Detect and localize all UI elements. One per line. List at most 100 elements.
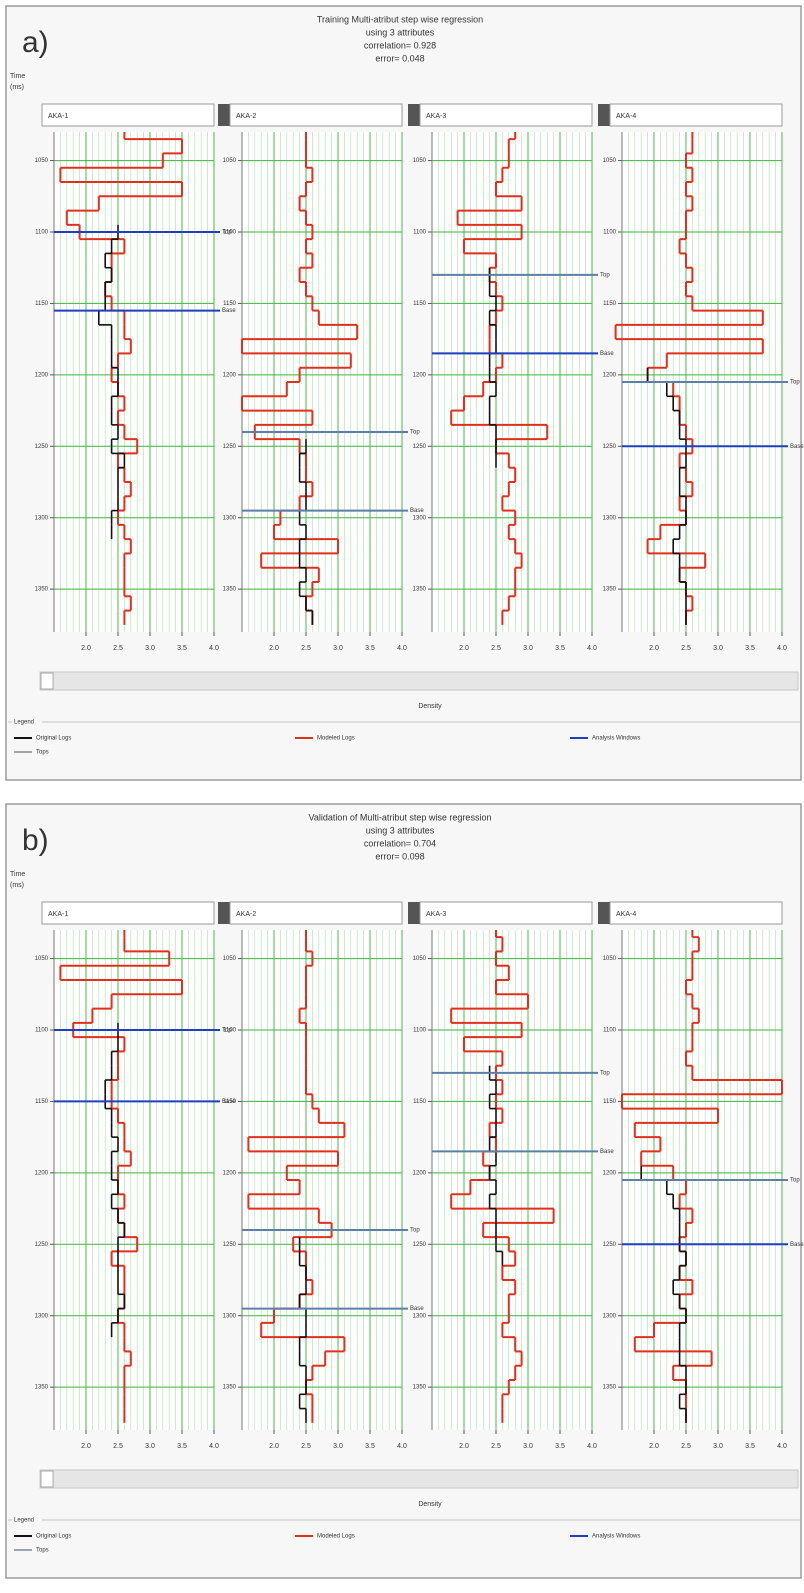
y-tick-label: 1100 [223, 1028, 237, 1034]
y-tick-label: 1100 [413, 230, 427, 236]
x-tick-label: 3.0 [145, 645, 155, 652]
y-tick-label: 1050 [603, 956, 617, 962]
legend-label: Tops [36, 750, 49, 756]
y-tick-label: 1150 [603, 301, 617, 307]
y-tick-label: 1250 [223, 1242, 237, 1248]
panel-label: a) [22, 26, 49, 59]
chart-title: using 3 attributes [366, 825, 435, 835]
x-tick-label: 3.0 [523, 645, 533, 652]
legend-label: Original Logs [36, 736, 71, 742]
y-tick-label: 1150 [35, 1099, 49, 1105]
x-tick-label: 2.5 [301, 645, 311, 652]
x-tick-label: 3.5 [365, 1443, 375, 1450]
x-tick-label: 3.0 [333, 645, 343, 652]
track-plot [242, 132, 402, 632]
y-tick-label: 1350 [223, 587, 237, 593]
y-tick-label: 1350 [413, 1385, 427, 1391]
x-tick-label: 3.0 [713, 1443, 723, 1450]
y-tick-label: 1300 [223, 515, 237, 521]
legend-label: Tops [36, 1548, 49, 1554]
x-axis-label: Density [418, 1501, 442, 1508]
x-tick-label: 4.0 [397, 645, 407, 652]
scrollbar-thumb[interactable] [40, 1470, 54, 1488]
horizon-label: Base [790, 1242, 804, 1248]
y-tick-label: 1100 [603, 230, 617, 236]
track-header [41, 901, 215, 925]
x-tick-label: 3.0 [145, 1443, 155, 1450]
legend-title-bg [12, 1515, 42, 1525]
chart-title: error= 0.098 [375, 851, 424, 861]
track-header [419, 901, 593, 925]
chart-title: Validation of Multi-atribut step wise re… [309, 812, 492, 822]
x-tick-label: 2.0 [81, 645, 91, 652]
y-tick-label: 1300 [223, 1313, 237, 1319]
horizon-label: Top [790, 380, 800, 386]
x-tick-label: 3.5 [177, 1443, 187, 1450]
legend-label: Modeled Logs [317, 736, 355, 742]
x-tick-label: 2.0 [269, 645, 279, 652]
y-tick-label: 1300 [413, 515, 427, 521]
horizon-label: Base [410, 1306, 424, 1312]
panel-b: b) Validation of Multi-atribut step wise … [5, 803, 804, 1579]
scrollbar-thumb[interactable] [40, 672, 54, 690]
y-tick-label: 1300 [35, 1313, 49, 1319]
track-header [41, 103, 215, 127]
legend-label: Modeled Logs [317, 1534, 355, 1540]
y-tick-label: 1050 [603, 158, 617, 164]
x-tick-label: 3.0 [333, 1443, 343, 1450]
y-tick-label: 1300 [413, 1313, 427, 1319]
x-axis-label: Density [418, 703, 442, 710]
track-plot [242, 930, 402, 1430]
x-tick-label: 2.0 [649, 645, 659, 652]
horizon-label: Top [222, 1028, 232, 1034]
y-tick-label: 1350 [35, 1385, 49, 1391]
legend-title: Legend [14, 720, 34, 726]
y-tick-label: 1050 [413, 158, 427, 164]
x-tick-label: 4.0 [587, 645, 597, 652]
y-tick-label: 1300 [35, 515, 49, 521]
horizon-label: Top [410, 1228, 420, 1234]
x-tick-label: 3.5 [177, 645, 187, 652]
y-tick-label: 1350 [35, 587, 49, 593]
x-tick-label: 4.0 [777, 1443, 787, 1450]
track-name: AKA-4 [616, 113, 636, 120]
track-plot [54, 132, 214, 632]
track-plot [432, 132, 592, 632]
y-axis-label: Time [10, 871, 25, 878]
horizon-label: Top [222, 230, 232, 236]
chart-title: Training Multi-atribut step wise regress… [317, 14, 483, 24]
y-tick-label: 1050 [35, 158, 49, 164]
y-tick-label: 1200 [223, 1170, 237, 1176]
y-tick-label: 1100 [223, 230, 237, 236]
track-header [419, 103, 593, 127]
y-tick-label: 1200 [603, 372, 617, 378]
y-axis-label: (ms) [10, 84, 24, 91]
x-tick-label: 2.5 [681, 645, 691, 652]
horizon-label: Top [790, 1178, 800, 1184]
horizon-label: Base [600, 1149, 614, 1155]
y-tick-label: 1150 [413, 1099, 427, 1105]
scrollbar[interactable] [39, 671, 799, 691]
y-tick-label: 1350 [223, 1385, 237, 1391]
track-name: AKA-4 [616, 911, 636, 918]
y-tick-label: 1150 [603, 1099, 617, 1105]
y-tick-label: 1250 [413, 444, 427, 450]
y-tick-label: 1050 [35, 956, 49, 962]
y-tick-label: 1350 [603, 587, 617, 593]
track-name: AKA-1 [48, 113, 68, 120]
scrollbar[interactable] [39, 1469, 799, 1489]
panel-a: a) Training Multi-atribut step wise regre… [5, 5, 804, 781]
y-tick-label: 1250 [35, 444, 49, 450]
y-tick-label: 1050 [223, 956, 237, 962]
x-tick-label: 2.0 [649, 1443, 659, 1450]
y-tick-label: 1250 [603, 444, 617, 450]
x-tick-label: 4.0 [587, 1443, 597, 1450]
x-tick-label: 3.5 [365, 645, 375, 652]
track-header [229, 103, 403, 127]
x-tick-label: 3.5 [555, 1443, 565, 1450]
x-tick-label: 2.5 [113, 645, 123, 652]
x-tick-label: 3.5 [555, 645, 565, 652]
y-axis-label: Time [10, 73, 25, 80]
track-plot [54, 930, 214, 1430]
